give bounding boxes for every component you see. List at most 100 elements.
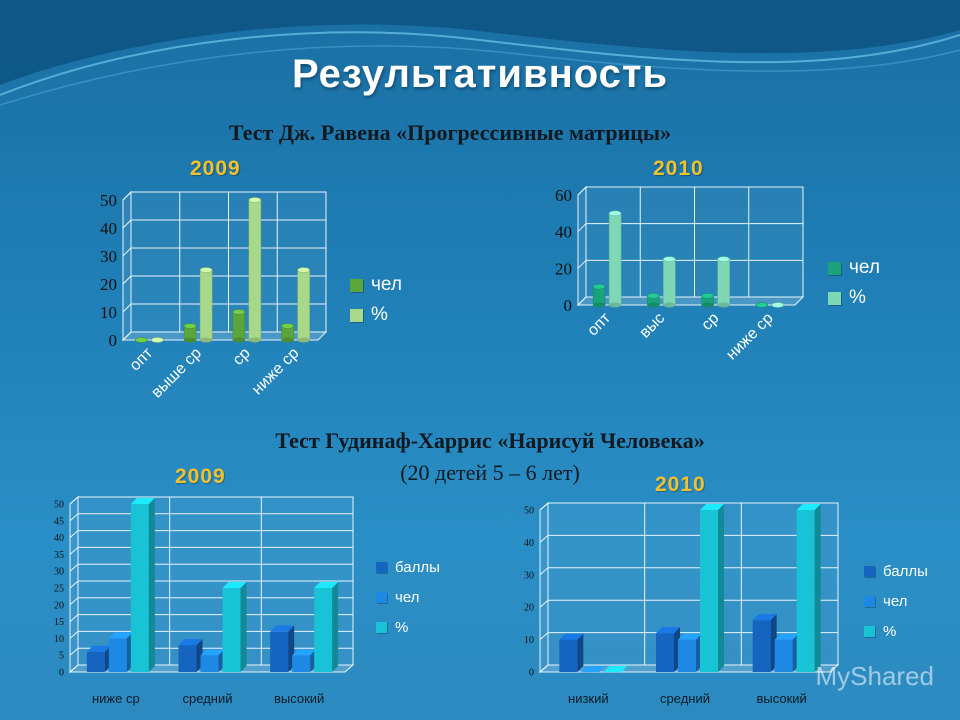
legend-swatch (828, 262, 841, 275)
x-tick-label: ниже ср (723, 310, 777, 364)
y-tick-label: 20 (54, 600, 64, 611)
bar-side (718, 504, 724, 672)
y-tick-label: 0 (529, 668, 534, 679)
legend-label: баллы (395, 559, 440, 576)
bar-base (249, 338, 261, 343)
bar-base (593, 303, 605, 308)
x-tick-label: ниже ср (92, 691, 140, 706)
bar (314, 588, 332, 672)
x-tick-label: средний (183, 691, 233, 706)
bar (270, 632, 288, 672)
bar-top (593, 284, 605, 289)
bar-top (756, 303, 768, 308)
bar (797, 510, 815, 672)
bar (249, 200, 261, 340)
bar-side (149, 498, 155, 672)
legend-label: % (883, 623, 896, 640)
y-tick-label: 50 (100, 191, 117, 210)
y-tick-label: 40 (524, 538, 534, 549)
bar-base (609, 303, 621, 308)
legend-item: чел (828, 253, 880, 283)
y-tick-label: 60 (555, 186, 572, 205)
y-tick-label: 40 (100, 219, 117, 238)
y-tick-label: 20 (555, 259, 572, 278)
bar (201, 655, 219, 672)
y-tick-label: 10 (524, 635, 534, 646)
bar (678, 640, 696, 672)
bar-top (298, 268, 310, 273)
y-tick-label: 10 (100, 303, 117, 322)
bar-top (702, 293, 714, 298)
x-tick-label: выс (636, 310, 668, 342)
x-tick-label: опт (127, 344, 157, 374)
chart2-legend: чел % (828, 253, 880, 313)
bar (179, 645, 197, 672)
bar (700, 510, 718, 672)
bar-top (135, 338, 147, 343)
legend-swatch (828, 292, 841, 305)
y-tick-label: 15 (54, 617, 64, 628)
legend-label: чел (395, 589, 419, 606)
bar-base (233, 338, 245, 343)
legend-label: баллы (883, 563, 928, 580)
legend-item: чел (376, 582, 440, 612)
x-tick-label: ниже ср (249, 345, 303, 399)
side-wall (540, 503, 548, 672)
bar-base (282, 338, 294, 343)
y-tick-label: 40 (54, 533, 64, 544)
bar-base (718, 303, 730, 308)
bar-top (249, 198, 261, 203)
chart3-legend: баллы чел % (376, 552, 440, 642)
bar-top (233, 310, 245, 315)
legend-label: чел (883, 593, 907, 610)
bar-side (577, 634, 583, 672)
y-tick-label: 20 (100, 275, 117, 294)
bar (663, 259, 675, 305)
legend-swatch (376, 592, 387, 603)
y-tick-label: 35 (54, 550, 64, 561)
x-tick-label: высокий (274, 691, 324, 706)
bar (609, 213, 621, 305)
legend-label: чел (849, 257, 880, 279)
bar-base (663, 303, 675, 308)
bar-top (718, 257, 730, 262)
y-tick-label: 10 (54, 634, 64, 645)
legend-item: % (828, 283, 880, 313)
legend-swatch (864, 566, 875, 577)
bar-top (151, 338, 163, 343)
bar (718, 259, 730, 305)
bar (753, 620, 771, 672)
legend-item: баллы (864, 556, 928, 586)
bar (87, 652, 105, 672)
y-tick-label: 50 (54, 500, 64, 511)
y-tick-label: 30 (54, 567, 64, 578)
bar-base (184, 338, 196, 343)
bar-top (663, 257, 675, 262)
bar (109, 638, 127, 672)
legend-swatch (350, 309, 363, 322)
x-tick-label: средний (660, 691, 710, 706)
bar-side (241, 582, 247, 672)
legend-label: % (849, 287, 866, 309)
y-tick-label: 30 (524, 570, 534, 581)
chart1-legend: чел % (350, 270, 402, 330)
y-tick-label: 40 (555, 223, 572, 242)
y-tick-label: 5 (59, 651, 64, 662)
x-tick-label: опт (584, 309, 614, 339)
bar-top (282, 324, 294, 329)
bar-top (772, 303, 784, 308)
y-tick-label: 50 (524, 506, 534, 517)
bar-base (200, 338, 212, 343)
x-tick-label: выше ср (148, 345, 205, 402)
bar (292, 655, 310, 672)
legend-item: % (350, 300, 402, 330)
y-tick-label: 0 (59, 668, 64, 679)
x-tick-label: высокий (756, 691, 806, 706)
legend-swatch (376, 622, 387, 633)
legend-item: чел (864, 586, 928, 616)
chart4-legend: баллы чел % (864, 556, 928, 646)
bar (298, 270, 310, 340)
bar-side (332, 582, 338, 672)
y-tick-label: 20 (524, 603, 534, 614)
